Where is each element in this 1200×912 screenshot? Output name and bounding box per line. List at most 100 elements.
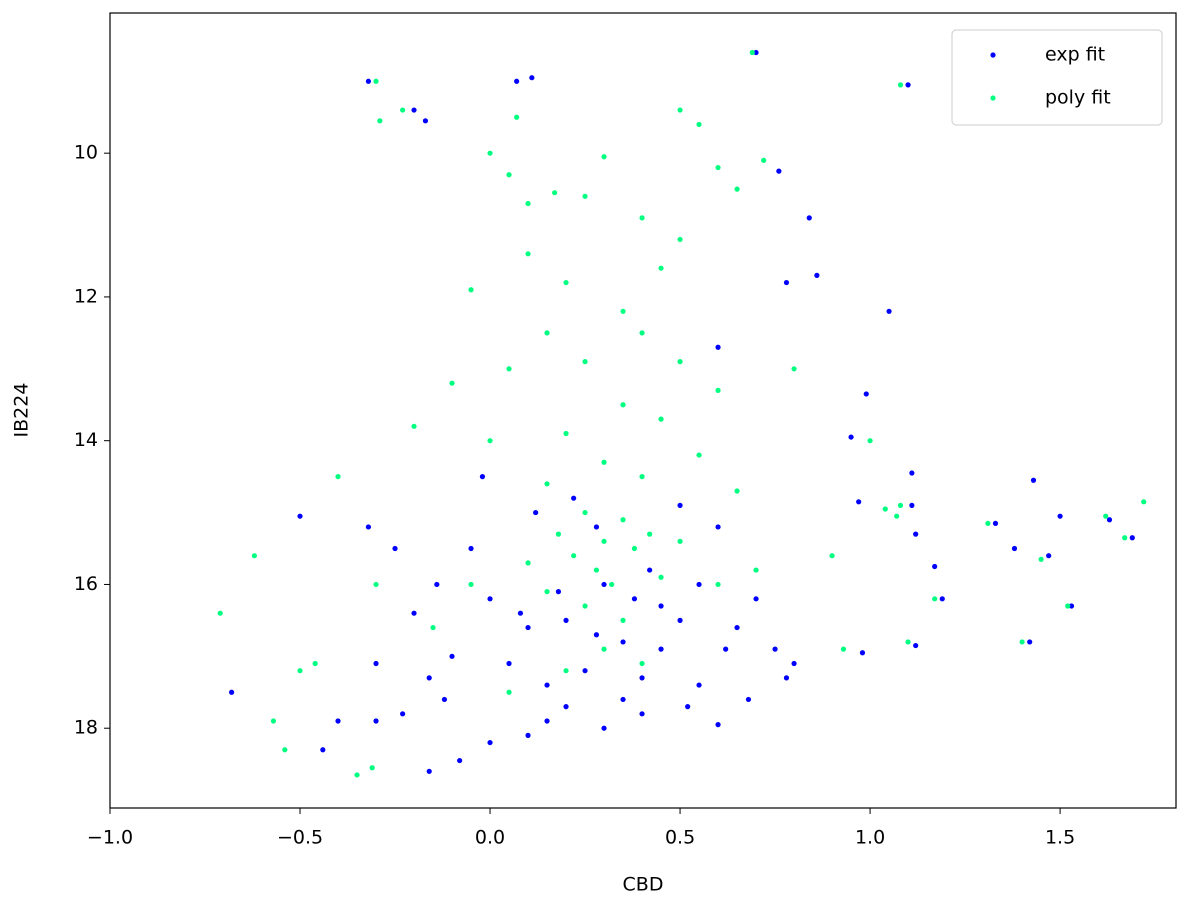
- plot-frame: [109, 12, 1177, 809]
- x-tick-label: 0.0: [475, 827, 505, 849]
- point: [506, 660, 512, 667]
- point: [563, 430, 569, 437]
- point: [449, 653, 455, 659]
- point: [552, 190, 558, 196]
- point: [620, 517, 626, 523]
- point: [723, 646, 729, 652]
- point: [377, 118, 383, 124]
- point: [217, 610, 223, 616]
- point: [373, 718, 379, 724]
- point: [506, 172, 512, 178]
- point: [620, 308, 626, 314]
- point: [783, 675, 790, 681]
- point: [1141, 499, 1147, 505]
- point: [909, 470, 915, 476]
- x-tick-label: −1.0: [87, 827, 133, 849]
- point: [479, 474, 486, 480]
- point: [354, 772, 360, 778]
- point: [601, 725, 607, 731]
- point: [677, 538, 683, 544]
- point: [761, 157, 767, 163]
- point: [297, 513, 303, 519]
- point: [882, 506, 888, 512]
- point: [867, 438, 873, 444]
- legend-label: exp fit: [1045, 44, 1105, 66]
- point: [1030, 477, 1037, 483]
- point: [582, 509, 588, 516]
- point: [1011, 545, 1018, 552]
- point: [840, 646, 847, 652]
- point: [897, 502, 904, 508]
- point: [457, 757, 463, 764]
- x-axis-label: CBD: [623, 874, 664, 896]
- point: [320, 747, 326, 753]
- point: [593, 632, 600, 638]
- point: [1027, 639, 1033, 645]
- point: [856, 499, 862, 505]
- point: [1129, 535, 1135, 541]
- point: [544, 589, 550, 595]
- point: [696, 121, 702, 128]
- y-axis-label: IB224: [11, 383, 33, 438]
- point: [487, 438, 493, 444]
- legend-marker: [990, 95, 996, 101]
- point: [563, 668, 569, 674]
- point: [582, 359, 588, 365]
- point: [677, 107, 683, 113]
- point: [525, 251, 531, 257]
- point: [426, 768, 432, 774]
- point: [601, 154, 607, 160]
- point: [715, 387, 721, 393]
- point: [631, 596, 638, 602]
- point: [468, 581, 474, 588]
- point: [525, 732, 531, 739]
- point: [734, 624, 740, 631]
- point: [365, 524, 372, 530]
- point: [1046, 553, 1052, 559]
- point: [1057, 513, 1063, 519]
- point: [544, 682, 550, 688]
- point: [533, 509, 539, 516]
- point: [909, 502, 915, 508]
- point: [1103, 513, 1109, 519]
- y-tick-label: 12: [74, 285, 98, 307]
- point: [696, 682, 702, 688]
- point: [312, 660, 318, 667]
- point: [913, 642, 919, 649]
- point: [753, 49, 759, 56]
- point: [525, 200, 531, 207]
- point: [715, 164, 721, 171]
- x-tick-label: 0.5: [665, 827, 695, 849]
- point: [544, 330, 550, 336]
- point: [647, 531, 653, 537]
- point: [715, 524, 721, 530]
- point: [886, 308, 892, 314]
- point: [863, 391, 869, 397]
- point: [468, 545, 474, 552]
- point: [400, 711, 406, 717]
- point: [517, 610, 524, 616]
- point: [639, 215, 645, 221]
- point: [582, 193, 588, 199]
- point: [525, 624, 531, 631]
- y-tick-label: 16: [74, 573, 98, 595]
- y-tick-label: 18: [74, 717, 98, 739]
- point: [514, 78, 520, 84]
- point: [685, 704, 691, 710]
- point: [753, 567, 759, 573]
- point: [715, 722, 721, 728]
- point: [601, 538, 607, 544]
- point: [369, 765, 375, 771]
- point: [601, 646, 607, 652]
- point: [544, 718, 550, 724]
- point: [776, 168, 782, 174]
- point: [282, 747, 288, 753]
- point: [783, 279, 790, 286]
- point: [658, 416, 664, 422]
- point: [658, 574, 664, 580]
- point: [639, 675, 645, 681]
- point: [905, 639, 911, 645]
- y-tick-label: 10: [74, 142, 98, 164]
- point: [563, 704, 569, 710]
